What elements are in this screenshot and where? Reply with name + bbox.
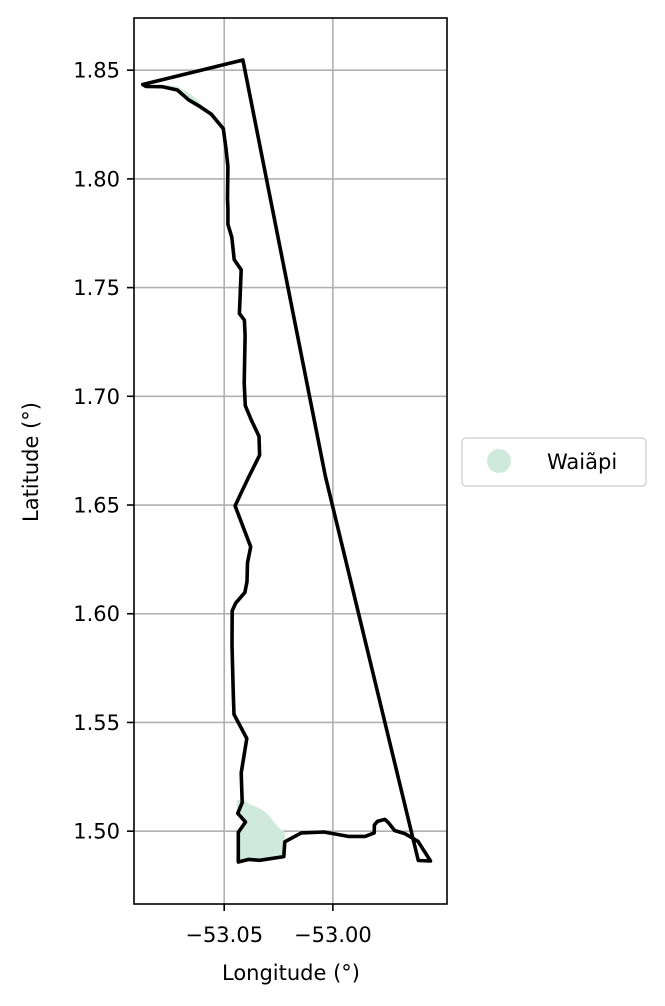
legend-marker-waiapi: [487, 449, 511, 473]
x-tick-label-0: −53.05: [185, 923, 263, 947]
y-tick-label-4: 1.70: [73, 385, 120, 409]
y-tick-label-5: 1.75: [73, 276, 120, 300]
x-tick-label-1: −53.00: [294, 923, 372, 947]
y-tick-label-1: 1.55: [73, 711, 120, 735]
y-tick-label-2: 1.60: [73, 602, 120, 626]
y-axis-label: Latitude (°): [19, 402, 43, 522]
y-tick-label-7: 1.85: [73, 59, 120, 83]
map-grid: [134, 18, 447, 904]
y-tick-label-6: 1.80: [73, 167, 120, 191]
legend-box: [461, 437, 647, 487]
territory-boundary-line: [140, 58, 433, 864]
y-tick-label-3: 1.65: [73, 494, 120, 518]
map-plot-frame: [133, 17, 448, 905]
legend-label-waiapi: Waiãpi: [547, 450, 617, 474]
y-tick-label-0: 1.50: [73, 820, 120, 844]
legend: Waiãpi: [461, 437, 647, 487]
territory-fill-piece-1: [236, 799, 285, 862]
x-axis-label: Longitude (°): [222, 961, 360, 985]
territory-boundary: [140, 58, 433, 864]
map-ticks: −53.05 −53.00 1.50 1.55 1.60 1.65 1.70 1.75 1.80…: [73, 59, 372, 947]
map-plot-area: [134, 18, 447, 904]
